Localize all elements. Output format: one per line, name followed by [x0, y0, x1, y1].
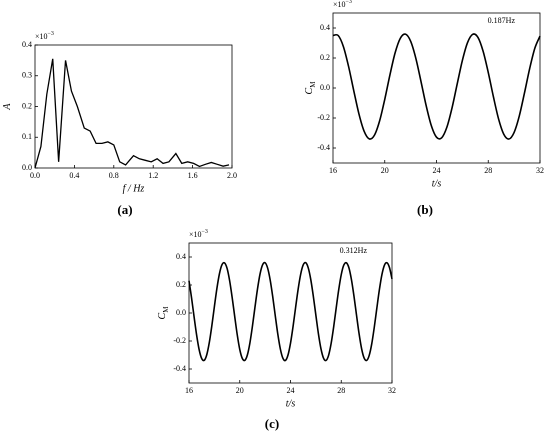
y-tick-label: 0.4 — [320, 23, 330, 32]
x-tick-label: 20 — [236, 386, 244, 395]
x-tick-label: 24 — [287, 386, 295, 395]
y-tick-label: -0.2 — [173, 336, 186, 345]
x-tick-label: 0.8 — [109, 171, 119, 180]
y-label-sub: M — [162, 306, 170, 313]
y-tick-label: -0.4 — [317, 143, 330, 152]
x-tick-label: 20 — [381, 166, 389, 175]
plot-frame — [188, 242, 393, 384]
y-tick-label: 0.2 — [22, 101, 32, 110]
x-axis-label: f / Hz — [123, 183, 145, 194]
plot-frame — [34, 44, 233, 169]
panel-label: (c) — [265, 416, 279, 431]
x-axis-label: t/s — [286, 398, 296, 409]
y-tick-label: 0.3 — [22, 71, 32, 80]
x-axis-label: t/s — [432, 178, 442, 189]
x-tick-label: 2.0 — [227, 171, 237, 180]
y-label-main: A — [2, 103, 13, 111]
x-tick-label: 28 — [337, 386, 345, 395]
y-tick-label: -0.2 — [317, 113, 330, 122]
panel-label: (a) — [117, 202, 132, 217]
x-tick-label: 24 — [433, 166, 441, 175]
data-line — [188, 261, 393, 362]
data-line — [332, 33, 541, 140]
y-label-main: C — [157, 312, 168, 319]
y-tick-label: 0.0 — [176, 308, 186, 317]
y-tick-label: -0.4 — [173, 364, 186, 373]
y-label-main: C — [304, 87, 315, 94]
y-tick-label: 0.0 — [22, 163, 32, 172]
y-tick-label: 0.1 — [22, 132, 32, 141]
y-tick-label: 0.4 — [22, 40, 32, 49]
x-tick-label: 32 — [388, 386, 396, 395]
y-tick-label: 0.2 — [320, 53, 330, 62]
y-tick-label: 0.2 — [176, 280, 186, 289]
x-tick-label: 1.2 — [148, 171, 158, 180]
multiplier-exp: −3 — [346, 0, 352, 5]
plot-frame — [332, 12, 541, 164]
frequency-annotation: 0.187Hz — [488, 16, 516, 25]
x-tick-label: 0.0 — [30, 171, 40, 180]
y-multiplier: ×10−3 — [35, 31, 54, 40]
frequency-annotation: 0.312Hz — [340, 246, 368, 255]
x-tick-label: 28 — [484, 166, 492, 175]
multiplier-exp: −3 — [48, 31, 54, 37]
multiplier-base: ×10 — [35, 32, 48, 41]
y-multiplier: ×10−3 — [189, 229, 208, 238]
multiplier-base: ×10 — [333, 0, 346, 9]
y-tick-label: 0.4 — [176, 252, 186, 261]
x-tick-label: 16 — [185, 386, 193, 395]
multiplier-exp: −3 — [202, 229, 208, 235]
y-label-sub: M — [309, 81, 317, 88]
y-axis-label: CM — [304, 81, 316, 95]
panel-label: (b) — [417, 202, 433, 217]
x-tick-label: 0.4 — [69, 171, 79, 180]
data-line — [34, 58, 230, 169]
y-multiplier: ×10−3 — [333, 0, 352, 9]
y-tick-label: 0.0 — [320, 83, 330, 92]
x-tick-label: 16 — [329, 166, 337, 175]
x-tick-label: 32 — [536, 166, 544, 175]
y-axis-label: A — [2, 103, 13, 111]
multiplier-base: ×10 — [189, 230, 202, 239]
y-axis-label: CM — [157, 306, 169, 320]
x-tick-label: 1.6 — [188, 171, 198, 180]
